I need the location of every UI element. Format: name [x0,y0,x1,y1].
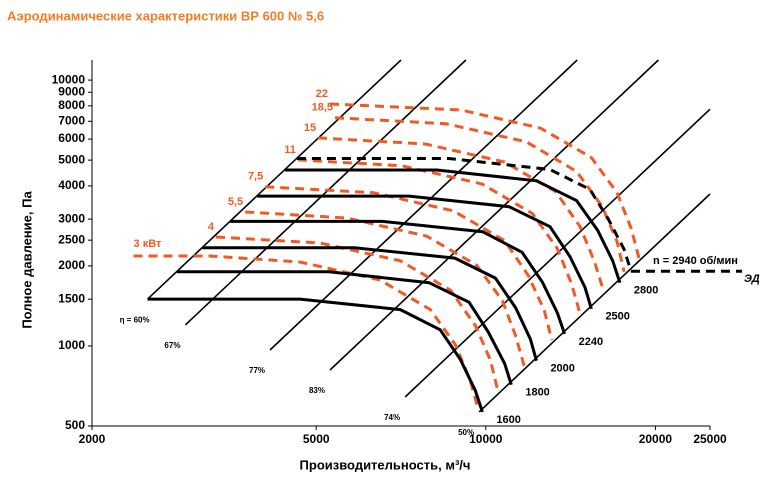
dashed-curve [245,210,526,367]
x-tick-label: 2000 [79,432,106,446]
power-label: 5,5 [228,196,243,208]
chart-title: Аэродинамические характеристики ВР 600 №… [7,8,324,23]
power-label: 15 [304,122,316,134]
speed-label: 2800 [634,285,658,297]
y-axis-label: Полное давление, Па [19,191,34,329]
dashed-curve [334,116,626,273]
fan-curve [176,270,513,386]
y-tick-label: 500 [65,418,85,432]
speed-label: 1600 [496,414,520,426]
x-axis-label: Производительность, м³/ч [300,457,471,472]
y-tick-label: 8000 [58,98,85,112]
y-tick-label: 2000 [58,258,85,272]
speed-label: 2240 [579,336,603,348]
x-tick-label: 20000 [639,432,673,446]
fan-curve [202,246,538,362]
fan-curve [147,297,484,413]
speed-label: 2500 [605,311,629,323]
power-label: 11 [284,144,296,156]
y-tick-label: 4000 [58,178,85,192]
dashed-curve [297,158,582,315]
y-tick-label: 6000 [58,131,85,145]
y-tick-label: 3000 [58,211,85,225]
efficiency-line [184,59,467,326]
speed-label: n = 2940 об/мин [653,255,738,267]
efficiency-label: 67% [164,341,180,350]
dashed-curve [215,235,500,391]
fan-curve [284,168,622,284]
motor-label: ЭД [744,273,760,285]
fan-curve [230,219,567,335]
dashed-curve [296,157,633,272]
efficiency-label: η = 60% [120,315,150,324]
x-tick-label: 5000 [303,432,330,446]
y-tick-label: 1500 [58,291,85,305]
power-label: 3 кВт [134,238,162,250]
y-tick-label: 5000 [58,152,85,166]
speed-label: 2000 [550,363,574,375]
x-tick-label: 10000 [469,432,503,446]
x-tick-label: 25000 [693,432,727,446]
dashed-curve [329,102,641,259]
efficiency-label: 77% [249,366,265,375]
power-label: 4 [208,221,215,233]
efficiency-label: 50% [458,428,474,437]
efficiency-label: 74% [384,413,400,422]
power-label: 22 [316,88,328,100]
y-tick-label: 2500 [58,232,85,246]
dashed-curve [265,185,554,341]
power-label: 18,5 [312,102,333,114]
y-tick-label: 1000 [58,338,85,352]
y-tick-label: 9000 [58,84,85,98]
efficiency-label: 83% [309,386,325,395]
y-tick-label: 10000 [52,72,86,86]
y-tick-label: 7000 [58,113,85,127]
efficiency-line [478,193,711,413]
fan-curve [257,194,593,310]
efficiency-line [147,59,402,300]
speed-label: 1800 [525,387,549,399]
efficiency-line [329,59,659,371]
power-label: 7,5 [248,171,263,183]
